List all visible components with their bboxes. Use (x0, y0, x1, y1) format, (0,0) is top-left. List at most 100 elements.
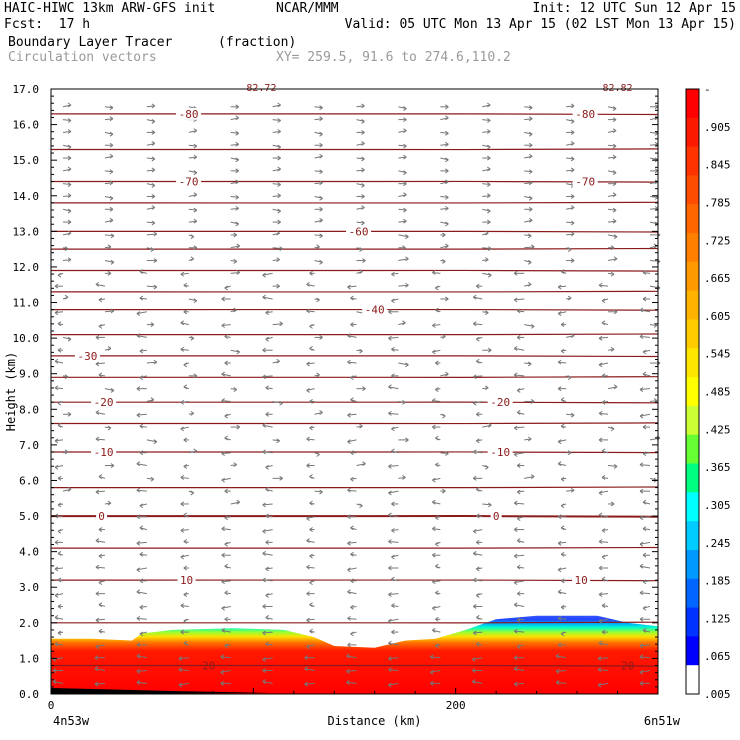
vector-arrowhead (485, 385, 489, 391)
circulation-vector (514, 502, 525, 505)
circulation-vector (639, 644, 651, 647)
vector-arrowhead (639, 680, 644, 686)
vector-arrowhead (309, 474, 313, 479)
temperature-contour (50, 664, 659, 667)
vector-arrowhead (277, 219, 281, 225)
circulation-vector (104, 234, 114, 237)
vector-arrowhead (67, 193, 72, 198)
circulation-vector (473, 451, 483, 454)
circulation-vector (473, 296, 483, 300)
x-right-endpoint: 6n51w (644, 714, 681, 728)
vector-arrowhead (388, 512, 392, 518)
circulation-vector (558, 541, 567, 544)
vector-arrowhead (403, 106, 407, 112)
vector-arrowhead (54, 539, 59, 545)
vector-arrowhead (642, 627, 647, 633)
vector-arrowhead (361, 183, 365, 188)
circulation-vector (482, 247, 492, 250)
vector-arrowhead (233, 462, 237, 468)
circulation-vector (54, 387, 64, 390)
vector-arrowhead (221, 451, 225, 457)
vector-arrowhead (560, 476, 565, 482)
circulation-vector (639, 565, 651, 569)
circulation-vector (599, 336, 609, 339)
vector-arrowhead (513, 270, 518, 276)
vector-arrowhead (642, 296, 647, 302)
vector-arrowhead (361, 103, 365, 109)
vector-arrowhead (236, 270, 240, 275)
vector-arrowhead (109, 169, 114, 175)
circulation-vector (221, 528, 231, 531)
vector-arrowhead (487, 182, 491, 187)
contour-label: -60 (349, 225, 369, 238)
circulation-vector (262, 579, 273, 582)
vector-arrowhead (107, 425, 112, 431)
vector-arrowhead (391, 629, 395, 635)
vector-arrowhead (487, 219, 491, 225)
vector-arrowhead (178, 682, 183, 688)
vector-arrowhead (309, 323, 313, 329)
circulation-vector (607, 386, 618, 390)
vector-arrowhead (391, 346, 395, 352)
circulation-vector (599, 412, 609, 415)
vector-arrowhead (109, 195, 114, 201)
y-tick-label: 17.0 (13, 83, 40, 96)
circulation-vector (272, 259, 280, 262)
vector-arrowhead (319, 334, 323, 340)
vector-arrowhead (485, 257, 489, 263)
vector-arrowhead (639, 307, 644, 313)
circulation-vector (482, 195, 491, 197)
vector-arrowhead (136, 333, 141, 339)
vector-arrowhead (557, 386, 562, 392)
vector-arrowhead (527, 259, 532, 265)
y-axis-label: Height (km) (4, 352, 18, 431)
vector-arrowhead (67, 182, 72, 187)
colorbar-swatch (686, 377, 699, 407)
vector-arrowhead (306, 591, 310, 597)
vector-arrowhead (350, 397, 354, 403)
circulation-vector (514, 452, 525, 456)
vector-arrowhead (350, 578, 354, 584)
vector-arrowhead (601, 576, 606, 582)
vector-arrowhead (262, 668, 266, 673)
temperature-contour (50, 113, 659, 116)
circulation-vector (388, 642, 399, 646)
vector-arrowhead (528, 116, 533, 122)
vector-arrowhead (612, 207, 617, 213)
y-tick-label: 0.0 (19, 688, 39, 701)
vector-arrowhead (487, 144, 491, 150)
vector-arrowhead (612, 154, 617, 160)
vector-arrowhead (442, 259, 446, 264)
vector-arrowhead (265, 486, 269, 492)
circulation-vector (388, 412, 399, 415)
vector-arrowhead (516, 463, 521, 468)
circulation-vector (314, 182, 323, 185)
vector-arrowhead (319, 169, 323, 175)
vector-arrowhead (350, 525, 354, 531)
vector-arrowhead (473, 374, 477, 380)
vector-arrowhead (180, 346, 185, 352)
vector-arrowhead (388, 464, 392, 469)
vector-arrowhead (528, 105, 533, 111)
circulation-vector (597, 682, 609, 686)
vector-arrowhead (153, 359, 158, 365)
vector-arrowhead (306, 388, 310, 393)
circulation-vector (230, 501, 240, 505)
vector-arrowhead (435, 285, 439, 291)
vector-arrowhead (435, 643, 439, 649)
colorbar-label: .065 (704, 650, 731, 663)
vector-arrowhead (361, 141, 365, 146)
vector-arrowhead (347, 589, 351, 595)
vector-arrowhead (183, 437, 188, 443)
vector-arrowhead (183, 592, 188, 597)
vector-arrowhead (136, 668, 141, 674)
circulation-vector (230, 271, 240, 274)
vector-arrowhead (153, 439, 158, 445)
contour-label: 20 (621, 660, 634, 673)
vector-arrowhead (306, 516, 310, 521)
circulation-vector (262, 296, 273, 300)
circulation-vector (136, 617, 147, 620)
circulation-vector (398, 144, 407, 147)
vector-arrowhead (304, 655, 308, 661)
colorbar-swatch (686, 290, 699, 320)
